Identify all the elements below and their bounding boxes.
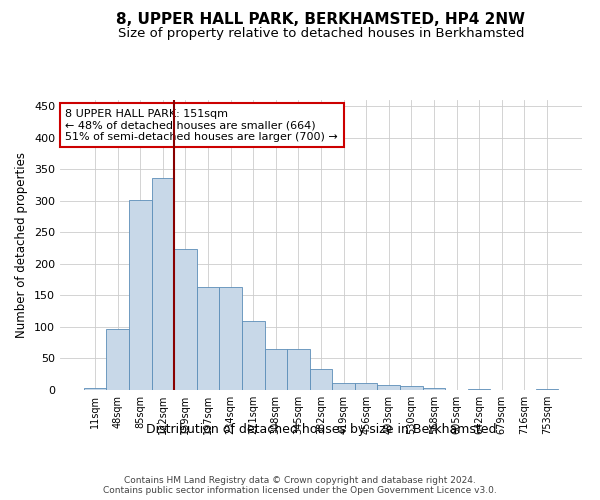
Bar xyxy=(220,286,242,390)
Bar xyxy=(355,383,377,390)
Bar xyxy=(265,349,287,390)
Bar xyxy=(152,178,174,390)
Bar xyxy=(377,385,400,390)
Bar xyxy=(242,322,265,390)
Text: Contains HM Land Registry data © Crown copyright and database right 2024.
Contai: Contains HM Land Registry data © Crown c… xyxy=(103,476,497,495)
Bar xyxy=(287,349,310,390)
Text: Size of property relative to detached houses in Berkhamsted: Size of property relative to detached ho… xyxy=(118,28,524,40)
Text: Distribution of detached houses by size in Berkhamsted: Distribution of detached houses by size … xyxy=(146,422,496,436)
Text: 8, UPPER HALL PARK, BERKHAMSTED, HP4 2NW: 8, UPPER HALL PARK, BERKHAMSTED, HP4 2NW xyxy=(116,12,526,28)
Bar xyxy=(400,386,422,390)
Bar xyxy=(84,388,106,390)
Bar xyxy=(310,369,332,390)
Y-axis label: Number of detached properties: Number of detached properties xyxy=(16,152,28,338)
Bar xyxy=(174,249,197,390)
Bar xyxy=(332,383,355,390)
Bar xyxy=(129,200,152,390)
Bar xyxy=(197,286,220,390)
Text: 8 UPPER HALL PARK: 151sqm
← 48% of detached houses are smaller (664)
51% of semi: 8 UPPER HALL PARK: 151sqm ← 48% of detac… xyxy=(65,108,338,142)
Bar xyxy=(422,388,445,390)
Bar xyxy=(106,329,129,390)
